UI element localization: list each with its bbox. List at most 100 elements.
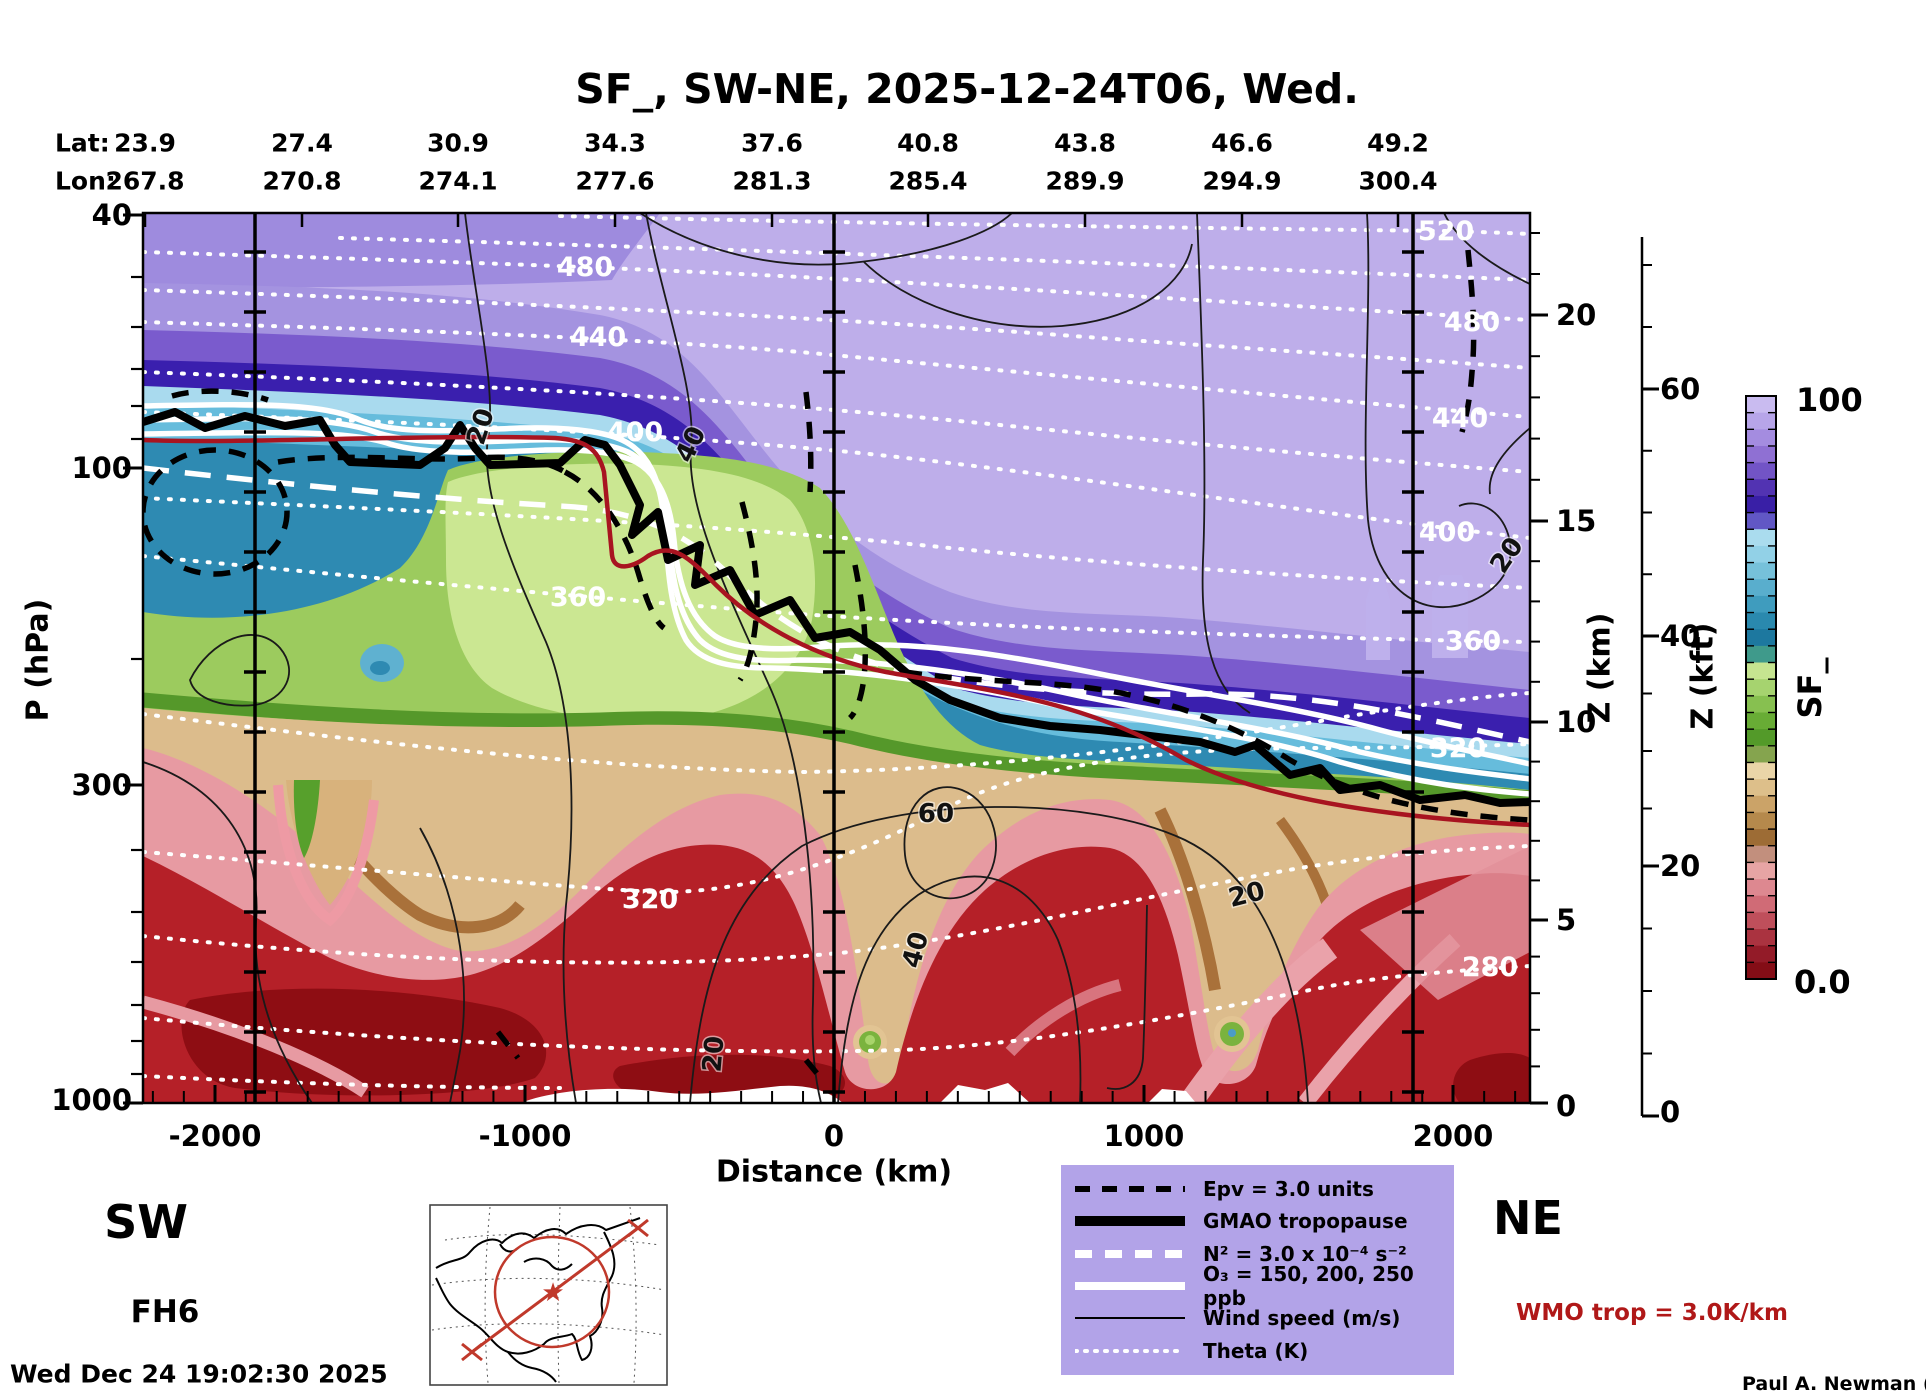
colorbar-swatch (1746, 629, 1776, 647)
thin-black-line-icon (1075, 1317, 1185, 1320)
distance-tick: 2000 (1412, 1119, 1494, 1153)
legend-item-n2: N² = 3.0 x 10⁻⁴ s⁻² (1075, 1238, 1440, 1269)
contour-value-labels: 520 480 480 440 440 400 400 360 360 320 … (460, 216, 1530, 1075)
km-tick: 15 (1556, 504, 1597, 538)
legend-item-theta: Theta (K) (1075, 1335, 1440, 1366)
sw-endpoint-label: SW (104, 1195, 188, 1249)
theta-label: 320 (1430, 733, 1486, 764)
ne-endpoint-label: NE (1493, 1191, 1563, 1245)
lon-tick: 281.3 (732, 166, 812, 196)
colorbar-swatch (1746, 562, 1776, 580)
n2-contour (143, 465, 1530, 745)
map-endpoint-x-marks (461, 1218, 649, 1362)
colorbar-swatch (1746, 462, 1776, 480)
map-center-star-icon: ★ (541, 1278, 564, 1308)
lon-tick: 274.1 (418, 166, 498, 196)
legend-label: Epv = 3.0 units (1203, 1177, 1374, 1202)
theta-label: 440 (1432, 403, 1488, 434)
map-inset: ★ (429, 1204, 668, 1386)
colorbar-swatch (1746, 862, 1776, 880)
colorbar-label: SF_ (1791, 657, 1829, 719)
km-axis-label: Z (km) (1582, 612, 1618, 724)
wmo-trop-line (143, 434, 1530, 828)
lon-tick: 285.4 (888, 166, 968, 196)
theta-label: 280 (1462, 952, 1518, 983)
colorbar-swatch (1746, 912, 1776, 930)
colorbar (1746, 396, 1776, 980)
distance-tick: 1000 (1103, 1119, 1185, 1153)
colorbar-swatch (1746, 712, 1776, 730)
colorbar-swatch (1746, 512, 1776, 530)
distance-axis-label: Distance (km) (715, 1154, 953, 1190)
legend-item-o3: O₃ = 150, 200, 250 ppb (1075, 1262, 1440, 1310)
colorbar-swatch (1746, 929, 1776, 947)
lat-tick: 49.2 (1367, 128, 1429, 158)
lon-row-label: Lon: (55, 166, 116, 196)
legend-item-epv: Epv = 3.0 units (1075, 1174, 1440, 1205)
kft-tick: 40 (1660, 619, 1701, 653)
forecast-hour-label: FH6 (130, 1294, 200, 1330)
colorbar-swatch (1746, 945, 1776, 963)
wmo-trop-note: WMO trop = 3.0K/km (1516, 1300, 1788, 1326)
km-tick: 5 (1556, 903, 1577, 937)
map-section-circle (493, 1235, 611, 1349)
distance-tick: 0 (823, 1119, 845, 1153)
map-graticule (431, 1206, 666, 1384)
distance-tick: -1000 (478, 1119, 572, 1153)
legend-label: GMAO tropopause (1203, 1209, 1408, 1234)
reference-lines (244, 213, 1424, 1103)
legend-item-wind: Wind speed (m/s) (1075, 1303, 1440, 1334)
colorbar-swatch (1746, 779, 1776, 797)
tropopause-line (143, 408, 1530, 807)
legend-label: Theta (K) (1203, 1338, 1309, 1363)
kft-tick: 0 (1660, 1095, 1681, 1129)
lat-tick: 40.8 (897, 128, 959, 158)
colorbar-swatch (1746, 579, 1776, 597)
colorbar-swatch (1746, 445, 1776, 464)
theta-label: 400 (607, 417, 663, 448)
legend-label: Wind speed (m/s) (1203, 1306, 1401, 1331)
pressure-axis-label: P (hPa) (20, 598, 56, 722)
theta-label: 360 (1445, 626, 1501, 657)
lon-tick: 277.6 (575, 166, 655, 196)
pressure-tick: 100 (71, 451, 132, 485)
colorbar-border (1745, 395, 1777, 980)
colorbar-swatch (1746, 396, 1776, 414)
theta-label: 480 (1444, 307, 1500, 338)
lat-row-label: Lat: (55, 128, 110, 158)
lat-tick: 27.4 (271, 128, 333, 158)
colorbar-swatch (1746, 645, 1776, 664)
colorbar-swatch (1746, 529, 1776, 547)
pressure-tick: 1000 (51, 1083, 132, 1117)
map-section-line (471, 1226, 639, 1354)
legend-label: N² = 3.0 x 10⁻⁴ s⁻² (1203, 1241, 1407, 1266)
km-tick: 20 (1556, 298, 1597, 332)
colorbar-min: 0.0 (1794, 963, 1851, 1001)
page-title: SF_, SW-NE, 2025-12-24T06, Wed. (575, 65, 1359, 113)
wind-label: 60 (918, 799, 954, 829)
colorbar-swatch (1746, 962, 1776, 980)
epv-contours (143, 249, 1530, 1084)
colorbar-swatch (1746, 479, 1776, 497)
kft-tick: 60 (1660, 372, 1701, 406)
theta-label: 520 (1418, 216, 1474, 247)
lat-tick: 37.6 (741, 128, 803, 158)
kft-axis-label: Z (kft) (1685, 622, 1721, 730)
lat-tick: 23.9 (114, 128, 176, 158)
lat-tick: 34.3 (584, 128, 646, 158)
colorbar-swatch (1746, 695, 1776, 714)
lon-tick: 294.9 (1202, 166, 1282, 196)
colorbar-swatch (1746, 829, 1776, 847)
kft-tick: 20 (1660, 849, 1701, 883)
colorbar-swatch (1746, 762, 1776, 780)
colorbar-swatch (1746, 612, 1776, 630)
axis-ticks (123, 213, 1659, 1118)
theta-label: 400 (1419, 517, 1475, 548)
legend-item-tropopause: GMAO tropopause (1075, 1206, 1440, 1237)
wind-speed-contours (143, 213, 1530, 1103)
colorbar-swatch (1746, 812, 1776, 830)
colorbar-swatch (1746, 545, 1776, 564)
thick-black-line-icon (1075, 1216, 1185, 1227)
